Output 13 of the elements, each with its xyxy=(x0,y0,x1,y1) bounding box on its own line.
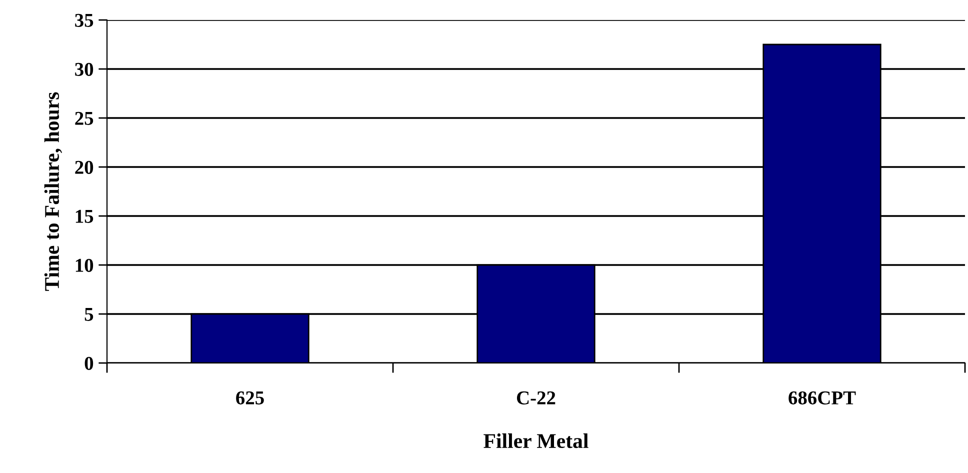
x-tick-label: 625 xyxy=(236,391,264,404)
y-axis-title: Time to Failure, hours xyxy=(44,92,62,291)
x-tick-label: 686CPT xyxy=(788,391,856,404)
y-tick-label: 25 xyxy=(75,112,94,125)
y-tick-label: 0 xyxy=(84,356,94,370)
y-tick-label: 20 xyxy=(75,160,94,174)
y-tick-label: 35 xyxy=(75,14,94,27)
y-tick-label: 10 xyxy=(76,258,94,272)
x-tick-label: C-22 xyxy=(516,391,556,404)
x-axis-title: Filler Metal xyxy=(484,433,588,448)
y-tick-label: 15 xyxy=(76,210,94,223)
y-tick-label: 5 xyxy=(84,308,94,321)
y-tick-label: 30 xyxy=(75,62,94,76)
